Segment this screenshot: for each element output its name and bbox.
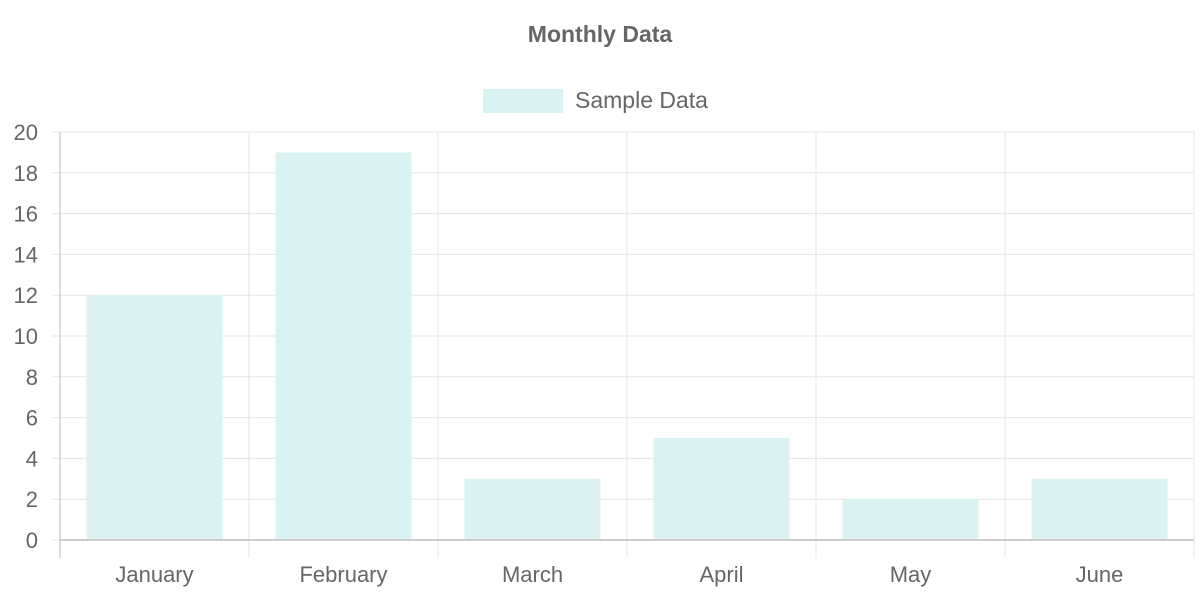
y-tick-label: 4 <box>26 446 38 471</box>
x-tick-label: March <box>502 562 563 587</box>
y-tick-label: 6 <box>26 406 38 431</box>
legend[interactable]: Sample Data <box>483 87 708 113</box>
y-tick-label: 0 <box>26 528 38 553</box>
bar-may[interactable] <box>842 499 979 540</box>
labels-layer: 0 2 4 6 8 10 12 14 16 18 20 January February March Apr… <box>14 120 1124 587</box>
bar-january[interactable] <box>86 295 223 540</box>
y-tick-label: 12 <box>14 283 38 308</box>
bar-march[interactable] <box>464 478 601 540</box>
x-tick-label: April <box>699 562 743 587</box>
bars-layer <box>86 152 1168 540</box>
x-tick-label: May <box>890 562 932 587</box>
chart-title: Monthly Data <box>528 21 673 47</box>
bar-february[interactable] <box>275 152 412 540</box>
x-tick-label: June <box>1076 562 1124 587</box>
y-tick-label: 8 <box>26 365 38 390</box>
y-tick-label: 16 <box>14 202 38 227</box>
x-tick-label: January <box>115 562 193 587</box>
bar-june[interactable] <box>1031 478 1168 540</box>
y-tick-label: 20 <box>14 120 38 145</box>
grid-layer <box>52 131 1195 558</box>
bar-april[interactable] <box>653 438 790 540</box>
y-tick-label: 10 <box>14 324 38 349</box>
legend-swatch <box>483 89 563 113</box>
legend-label: Sample Data <box>575 87 708 113</box>
x-tick-label: February <box>299 562 387 587</box>
y-tick-label: 14 <box>14 242 38 267</box>
y-tick-label: 18 <box>14 161 38 186</box>
y-tick-label: 2 <box>26 487 38 512</box>
